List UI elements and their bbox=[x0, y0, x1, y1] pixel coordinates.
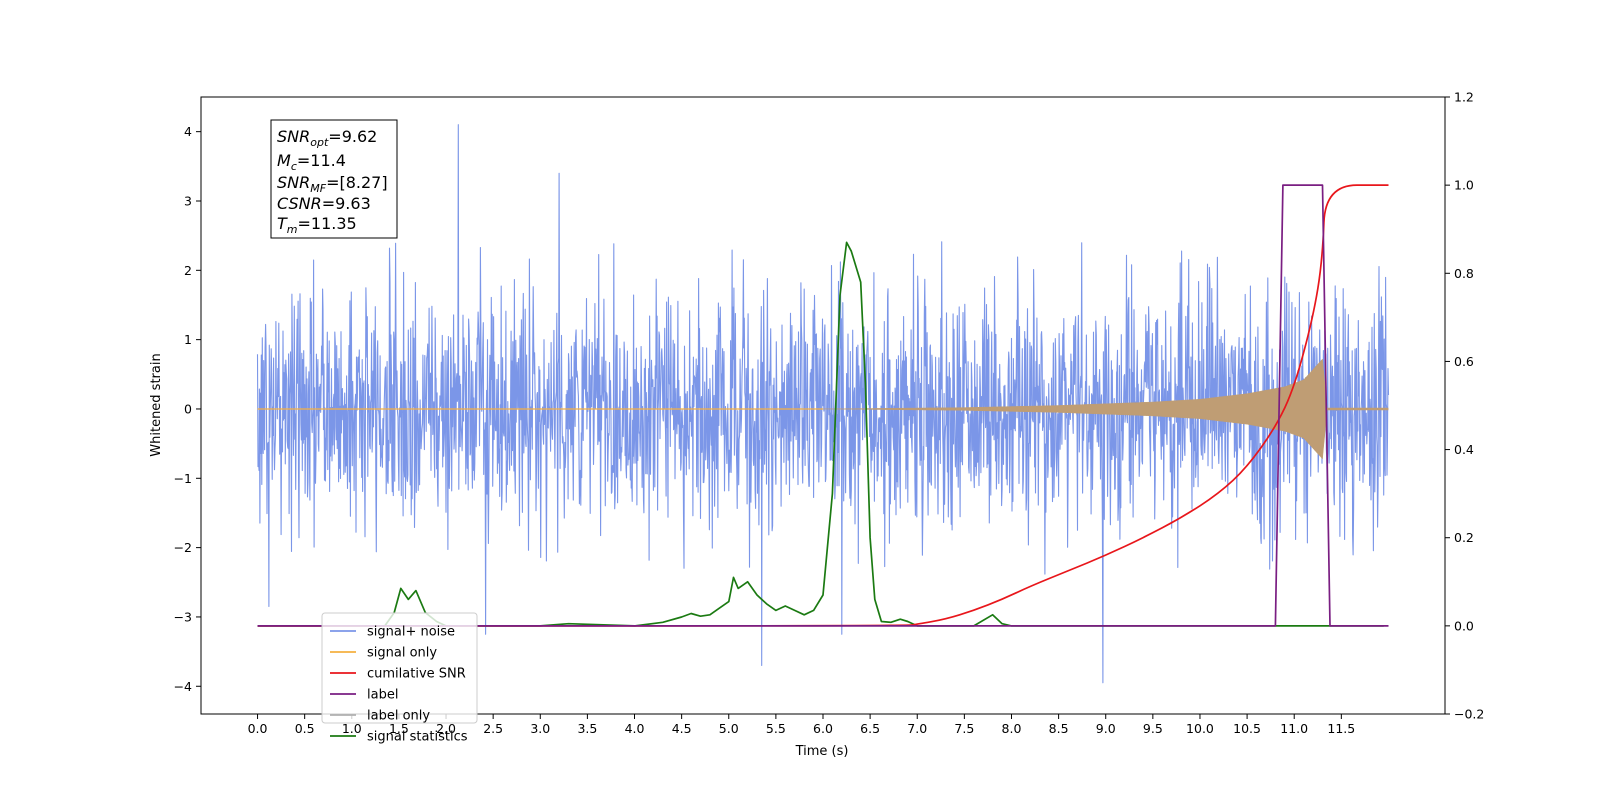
x-tick-label: 3.5 bbox=[577, 721, 597, 736]
stats-snr-mf: SNRMF=[8.27] bbox=[277, 173, 388, 195]
plot-area bbox=[256, 124, 1390, 684]
y-tick-label: 1 bbox=[184, 332, 192, 347]
x-tick-label: 10.0 bbox=[1186, 721, 1214, 736]
y2-tick-label: 0.8 bbox=[1454, 266, 1474, 281]
x-tick-label: 8.0 bbox=[1002, 721, 1022, 736]
x-tick-label: 4.5 bbox=[672, 721, 692, 736]
stats-box: SNRopt=9.62 Mc=11.4 SNRMF=[8.27] CSNR=9.… bbox=[270, 119, 398, 239]
signal-plus-noise-series bbox=[256, 124, 1390, 684]
legend-label: signal statistics bbox=[367, 730, 468, 745]
y2-tick-label: 0.6 bbox=[1454, 354, 1474, 369]
y-axis-ticks: −4 −3 −2 −1 0 1 2 3 4 bbox=[174, 124, 201, 694]
signal-only-series bbox=[257, 358, 1389, 460]
x-tick-label: 2.0 bbox=[436, 721, 456, 736]
y-tick-label: 4 bbox=[184, 124, 192, 139]
legend-label: cumilative SNR bbox=[367, 667, 466, 682]
x-tick-label: 9.5 bbox=[1143, 721, 1163, 736]
legend-label: label bbox=[367, 688, 398, 703]
x-tick-label: 1.5 bbox=[389, 721, 409, 736]
x-tick-label: 1.0 bbox=[342, 721, 362, 736]
y2-tick-label: 0.2 bbox=[1454, 530, 1474, 545]
y2-tick-label: 0.4 bbox=[1454, 442, 1474, 457]
x-tick-label: 10.5 bbox=[1233, 721, 1261, 736]
x-tick-label: 3.0 bbox=[530, 721, 550, 736]
x-tick-label: 5.5 bbox=[766, 721, 786, 736]
stats-snr-opt: SNRopt=9.62 bbox=[277, 127, 377, 149]
legend: signal+ noise signal only cumilative SNR la… bbox=[321, 612, 478, 745]
y-tick-label: 2 bbox=[184, 263, 192, 278]
x-axis-label: Time (s) bbox=[795, 744, 849, 759]
y-tick-label: −3 bbox=[174, 609, 192, 624]
signal-plus-noise-line bbox=[256, 124, 1390, 684]
x-tick-label: 5.0 bbox=[719, 721, 739, 736]
y-tick-label: 0 bbox=[184, 401, 192, 416]
legend-label: label only bbox=[367, 709, 430, 724]
y2-axis-ticks: −0.2 0.0 0.2 0.4 0.6 0.8 1.0 1.2 bbox=[1445, 90, 1484, 722]
label-line bbox=[257, 184, 1389, 627]
x-tick-label: 6.0 bbox=[813, 721, 833, 736]
legend-label: signal+ noise bbox=[367, 625, 455, 640]
y-tick-label: 3 bbox=[184, 193, 192, 208]
y2-tick-label: 1.2 bbox=[1454, 90, 1474, 105]
legend-label: signal only bbox=[367, 646, 437, 661]
y-tick-label: −2 bbox=[174, 540, 192, 555]
x-tick-label: 2.5 bbox=[483, 721, 503, 736]
stats-mc: Mc=11.4 bbox=[277, 151, 346, 173]
y2-tick-label: 0.0 bbox=[1454, 618, 1474, 633]
y-axis-label: Whitened strain bbox=[149, 353, 164, 456]
stats-box-frame bbox=[270, 119, 398, 239]
x-tick-label: 0.0 bbox=[248, 721, 268, 736]
x-tick-label: 11.0 bbox=[1280, 721, 1308, 736]
x-tick-label: 11.5 bbox=[1327, 721, 1355, 736]
x-axis-ticks: 0.0 0.5 1.0 1.5 2.0 2.5 3.0 3.5 4.0 4.5 5.0 5.5 6.0 6… bbox=[248, 714, 1355, 736]
x-tick-label: 9.0 bbox=[1096, 721, 1116, 736]
x-tick-label: 0.5 bbox=[295, 721, 315, 736]
y-tick-label: −1 bbox=[174, 471, 192, 486]
legend-frame bbox=[321, 612, 478, 724]
x-tick-label: 8.5 bbox=[1049, 721, 1069, 736]
stats-csnr: CSNR=9.63 bbox=[277, 194, 371, 213]
y-tick-label: −4 bbox=[174, 679, 192, 694]
y2-tick-label: −0.2 bbox=[1454, 707, 1484, 722]
x-tick-label: 7.5 bbox=[954, 721, 974, 736]
x-tick-label: 6.5 bbox=[860, 721, 880, 736]
stats-tm: Tm=11.35 bbox=[277, 214, 357, 236]
x-tick-label: 4.0 bbox=[625, 721, 645, 736]
x-tick-label: 7.0 bbox=[907, 721, 927, 736]
y2-tick-label: 1.0 bbox=[1454, 178, 1474, 193]
